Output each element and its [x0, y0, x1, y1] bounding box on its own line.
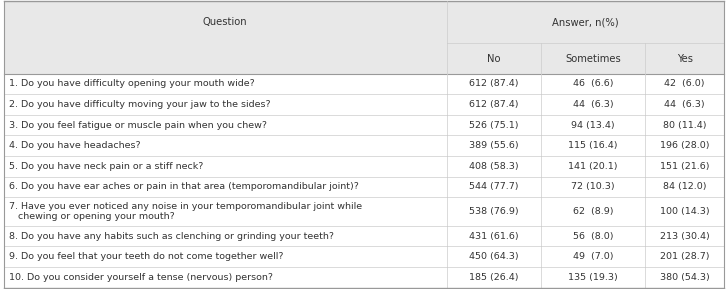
Text: 44  (6.3): 44 (6.3) — [572, 100, 613, 109]
Bar — [4, 267, 724, 288]
Bar — [4, 156, 724, 177]
Text: 408 (58.3): 408 (58.3) — [469, 162, 518, 171]
Text: Sometimes: Sometimes — [565, 53, 621, 64]
Bar — [4, 226, 724, 247]
Bar — [645, 43, 724, 74]
Text: 94 (13.4): 94 (13.4) — [571, 121, 614, 129]
Text: 389 (55.6): 389 (55.6) — [469, 141, 518, 150]
Text: 201 (28.7): 201 (28.7) — [660, 252, 710, 261]
Text: 380 (54.3): 380 (54.3) — [660, 273, 710, 282]
Text: 526 (75.1): 526 (75.1) — [469, 121, 518, 129]
Text: 141 (20.1): 141 (20.1) — [568, 162, 617, 171]
Text: 10. Do you consider yourself a tense (nervous) person?: 10. Do you consider yourself a tense (ne… — [9, 273, 273, 282]
Text: 151 (21.6): 151 (21.6) — [660, 162, 710, 171]
Bar — [447, 1, 724, 43]
Text: Question: Question — [203, 17, 248, 27]
Text: 6. Do you have ear aches or pain in that area (temporomandibular joint)?: 6. Do you have ear aches or pain in that… — [9, 182, 359, 191]
Bar — [4, 1, 447, 43]
Text: 44  (6.3): 44 (6.3) — [665, 100, 705, 109]
Text: 46  (6.6): 46 (6.6) — [573, 79, 613, 88]
Text: 2. Do you have difficulty moving your jaw to the sides?: 2. Do you have difficulty moving your ja… — [9, 100, 270, 109]
Text: 135 (19.3): 135 (19.3) — [568, 273, 617, 282]
Text: 538 (76.9): 538 (76.9) — [469, 207, 518, 216]
Bar — [4, 177, 724, 197]
Text: 612 (87.4): 612 (87.4) — [469, 100, 518, 109]
Text: 8. Do you have any habits such as clenching or grinding your teeth?: 8. Do you have any habits such as clench… — [9, 232, 333, 241]
Text: 450 (64.3): 450 (64.3) — [469, 252, 518, 261]
Text: 49  (7.0): 49 (7.0) — [573, 252, 613, 261]
Bar — [4, 135, 724, 156]
Text: 84 (12.0): 84 (12.0) — [663, 182, 706, 191]
Text: 56  (8.0): 56 (8.0) — [573, 232, 613, 241]
Text: 612 (87.4): 612 (87.4) — [469, 79, 518, 88]
Text: Answer, n(%): Answer, n(%) — [553, 17, 619, 27]
Bar — [541, 43, 645, 74]
Text: Yes: Yes — [677, 53, 693, 64]
Text: 115 (16.4): 115 (16.4) — [568, 141, 617, 150]
Text: 42  (6.0): 42 (6.0) — [665, 79, 705, 88]
Text: 7. Have you ever noticed any noise in your temporomandibular joint while
   chew: 7. Have you ever noticed any noise in yo… — [9, 202, 362, 221]
Text: 213 (30.4): 213 (30.4) — [660, 232, 710, 241]
Bar — [4, 74, 724, 94]
Text: 9. Do you feel that your teeth do not come together well?: 9. Do you feel that your teeth do not co… — [9, 252, 283, 261]
Text: 80 (11.4): 80 (11.4) — [663, 121, 706, 129]
Text: 4. Do you have headaches?: 4. Do you have headaches? — [9, 141, 141, 150]
Text: No: No — [487, 53, 500, 64]
Bar — [4, 94, 724, 115]
Text: 72 (10.3): 72 (10.3) — [571, 182, 614, 191]
Text: 1. Do you have difficulty opening your mouth wide?: 1. Do you have difficulty opening your m… — [9, 79, 255, 88]
Text: 62  (8.9): 62 (8.9) — [573, 207, 613, 216]
Text: 100 (14.3): 100 (14.3) — [660, 207, 710, 216]
Bar — [4, 247, 724, 267]
Text: 544 (77.7): 544 (77.7) — [469, 182, 518, 191]
Bar — [4, 43, 447, 74]
Text: 431 (61.6): 431 (61.6) — [469, 232, 518, 241]
Text: 5. Do you have neck pain or a stiff neck?: 5. Do you have neck pain or a stiff neck… — [9, 162, 203, 171]
Bar — [447, 43, 541, 74]
Text: 196 (28.0): 196 (28.0) — [660, 141, 710, 150]
Bar — [4, 115, 724, 135]
Text: 185 (26.4): 185 (26.4) — [469, 273, 518, 282]
Text: 3. Do you feel fatigue or muscle pain when you chew?: 3. Do you feel fatigue or muscle pain wh… — [9, 121, 266, 129]
Bar — [4, 197, 724, 226]
